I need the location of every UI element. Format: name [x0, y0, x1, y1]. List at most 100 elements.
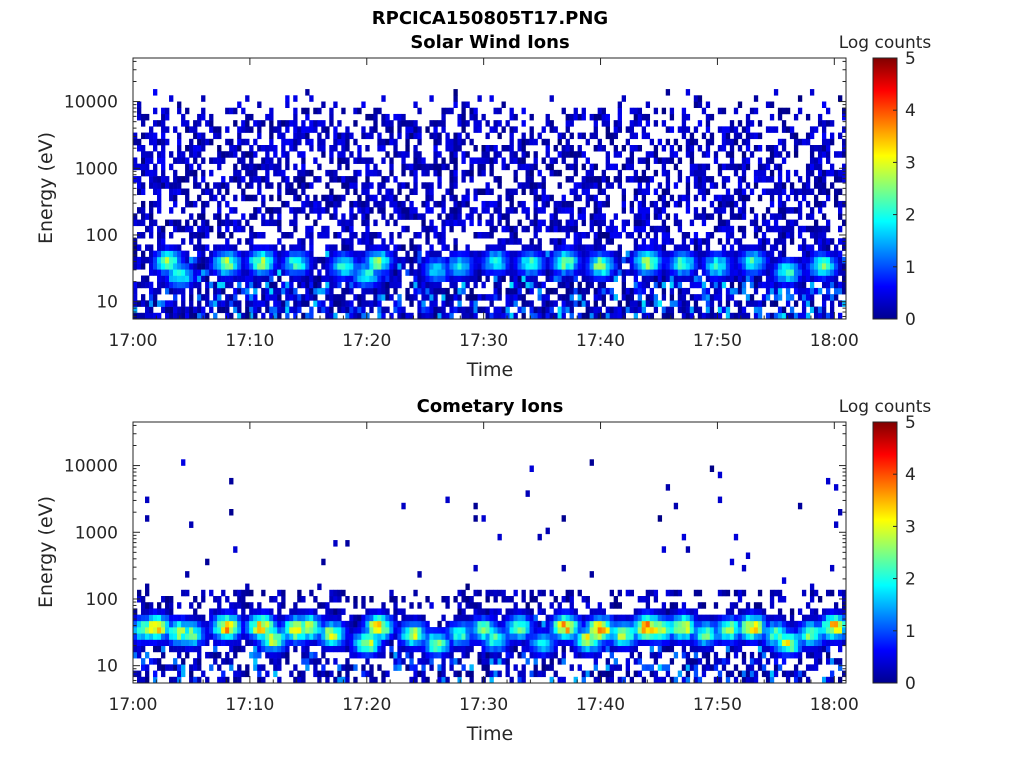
heatmap-cell [457, 275, 462, 283]
heatmap-cell [705, 126, 711, 133]
heatmap-cell [613, 232, 618, 239]
heatmap-cell [517, 670, 522, 678]
heatmap-cell [521, 676, 526, 684]
heatmap-cell [497, 608, 502, 615]
heatmap-cell [161, 163, 166, 171]
heatmap-cell [553, 145, 558, 152]
heatmap-cell [577, 145, 582, 152]
heatmap-cell [801, 194, 807, 202]
heatmap-cell [137, 145, 142, 152]
heatmap-cell [169, 608, 174, 615]
heatmap-cell [765, 294, 771, 301]
heatmap-cell [161, 281, 166, 289]
heatmap-cell [377, 620, 382, 628]
heatmap-cell [365, 194, 370, 202]
heatmap-cell [513, 608, 518, 615]
heatmap-cell [365, 232, 370, 239]
heatmap-cell [157, 263, 162, 270]
heatmap-cell [725, 194, 731, 202]
heatmap-cell [809, 132, 815, 140]
heatmap-cell [321, 639, 326, 647]
heatmap-cell [489, 312, 494, 320]
heatmap-cell [273, 306, 278, 314]
heatmap-cell [297, 608, 302, 615]
heatmap-cell [157, 269, 162, 276]
heatmap-cell [745, 300, 751, 307]
heatmap-cell [413, 645, 418, 653]
heatmap-cell [393, 263, 398, 270]
heatmap-cell [305, 300, 310, 307]
heatmap-cell [529, 633, 534, 640]
heatmap-cell [689, 132, 695, 140]
heatmap-cell [669, 151, 675, 158]
heatmap-cell [357, 306, 362, 314]
heatmap-cell [629, 269, 635, 276]
heatmap-cell [157, 287, 162, 295]
heatmap-cell [173, 219, 178, 227]
heatmap-cell [633, 300, 639, 307]
heatmap-cell [185, 200, 190, 208]
heatmap-cell [609, 225, 614, 233]
heatmap-cell [165, 256, 170, 264]
heatmap-cell [501, 157, 506, 164]
heatmap-cell [173, 658, 178, 665]
heatmap-cell [369, 256, 374, 264]
heatmap-cell [433, 281, 438, 289]
heatmap-cell [545, 120, 550, 127]
heatmap-cell [329, 287, 334, 295]
heatmap-cell [477, 95, 482, 102]
heatmap-cell [281, 306, 286, 314]
heatmap-cell [449, 281, 454, 289]
heatmap-cell [653, 188, 659, 196]
heatmap-cell [305, 269, 310, 276]
heatmap-cell [685, 182, 691, 189]
heatmap-cell [613, 269, 618, 276]
heatmap-cell [321, 275, 326, 283]
heatmap-cell [309, 614, 314, 622]
heatmap-cell [585, 169, 590, 177]
heatmap-cell [245, 269, 250, 276]
heatmap-cell [137, 633, 142, 640]
heatmap-cell [677, 169, 683, 177]
heatmap-cell [365, 207, 370, 214]
heatmap-cell [765, 275, 771, 283]
heatmap-cell [305, 200, 310, 208]
heatmap-cell [233, 651, 238, 659]
heatmap-cell [713, 250, 719, 258]
heatmap-cell [553, 633, 558, 640]
heatmap-cell [205, 558, 210, 566]
heatmap-cell [425, 645, 430, 653]
heatmap-cell [145, 627, 150, 634]
heatmap-cell [285, 256, 290, 264]
heatmap-cell [293, 633, 298, 640]
heatmap-cell [265, 244, 270, 251]
heatmap-cell [145, 589, 150, 597]
heatmap-cell [501, 312, 506, 320]
heatmap-cell [525, 138, 530, 146]
heatmap-cell [369, 639, 374, 647]
heatmap-cell [393, 250, 398, 258]
heatmap-cell [521, 200, 526, 208]
heatmap-cell [313, 620, 318, 628]
heatmap-cell [449, 145, 454, 152]
heatmap-cell [729, 213, 735, 220]
heatmap-cell [137, 176, 142, 183]
heatmap-cell [761, 169, 767, 177]
heatmap-cell [613, 163, 618, 171]
heatmap-cell [557, 294, 562, 301]
heatmap-cell [185, 589, 190, 597]
heatmap-cell [469, 207, 474, 214]
heatmap-cell [249, 157, 254, 164]
heatmap-cell [313, 157, 318, 164]
heatmap-cell [417, 151, 422, 158]
heatmap-cell [585, 620, 590, 628]
heatmap-cell [441, 658, 446, 665]
heatmap-cell [749, 120, 755, 127]
heatmap-cell [713, 207, 719, 214]
heatmap-cell [753, 275, 759, 283]
heatmap-cell [245, 194, 250, 202]
heatmap-cell [133, 213, 138, 220]
heatmap-cell [189, 614, 194, 622]
heatmap-cell [833, 287, 839, 295]
heatmap-cell [533, 250, 538, 258]
